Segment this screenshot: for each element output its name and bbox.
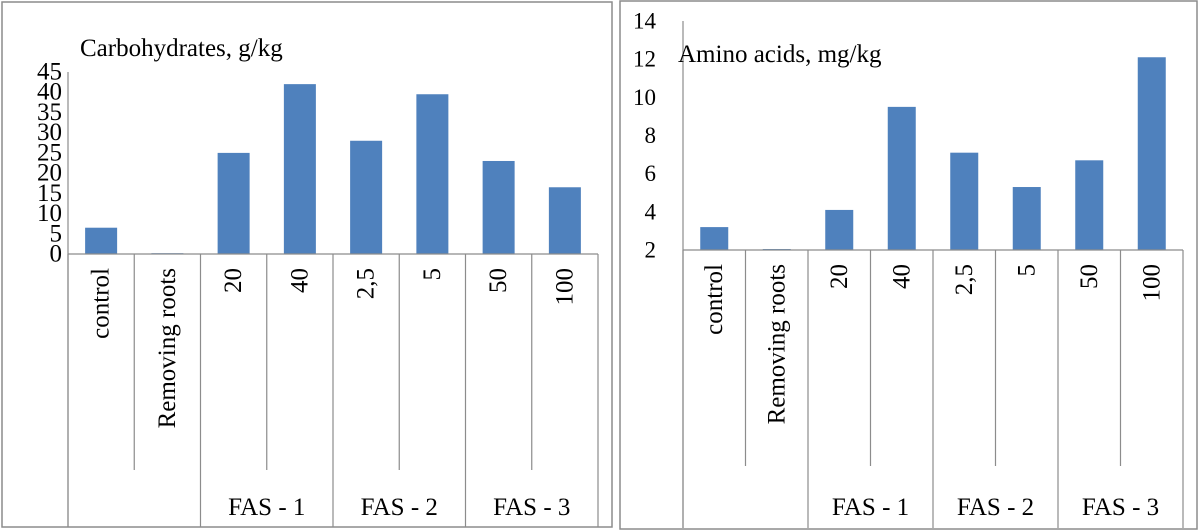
amino-y-tick-label: 10: [633, 85, 656, 110]
carb-bar: [482, 160, 515, 254]
carb-y-tick-label: 30: [37, 119, 62, 146]
amino-bar: [950, 152, 979, 250]
carb-category-label: 100: [551, 268, 578, 306]
carb-category-label: 50: [485, 268, 512, 293]
amino-bar: [887, 106, 916, 250]
amino-category-label: Removing roots: [763, 264, 790, 424]
amino-category-label: 5: [1013, 264, 1040, 277]
carb-chart-frame: [1, 1, 613, 528]
carb-category-label: 5: [419, 268, 446, 281]
amino-category-label: 20: [826, 264, 853, 289]
amino-bar: [1075, 160, 1104, 250]
carb-y-tick-label: 5: [50, 220, 63, 247]
carb-bar: [548, 187, 581, 254]
amino-category-label: control: [701, 264, 728, 335]
carb-group-label: FAS - 3: [493, 494, 570, 521]
amino-bar: [1012, 187, 1041, 250]
amino-y-tick-label: 4: [645, 199, 657, 224]
carb-bar: [85, 227, 118, 254]
carb-bar: [283, 84, 316, 254]
carb-y-tick-label: 25: [37, 139, 62, 166]
amino-acids-chart: 2 4 6 8 10 12 14 control Removing roots 20 40 2,5 5 5…: [619, 0, 1198, 530]
amino-category-label: 50: [1076, 264, 1103, 289]
amino-group-label: FAS - 1: [832, 494, 909, 521]
amino-bar: [700, 227, 729, 250]
carb-y-tick-label: 45: [37, 59, 62, 86]
amino-group-label: FAS - 2: [957, 494, 1034, 521]
amino-chart-title: Amino acids, mg/kg: [678, 41, 882, 68]
amino-y-tick-label: 14: [633, 9, 657, 34]
carb-bar: [416, 94, 449, 254]
carb-y-tick-label: 35: [37, 99, 62, 126]
amino-chart-frame: [619, 0, 1198, 530]
carb-category-label: control: [88, 268, 115, 339]
carb-bar: [217, 152, 250, 254]
amino-category-label: 2,5: [951, 264, 978, 295]
carb-y-tick-label: 10: [37, 200, 62, 227]
amino-group-label: FAS - 3: [1082, 494, 1159, 521]
amino-category-label: 100: [1138, 264, 1165, 302]
carb-y-tick-label: 20: [37, 160, 62, 187]
amino-y-tick-label: 6: [645, 161, 657, 186]
amino-y-tick-label: 12: [633, 47, 656, 72]
amino-bar: [1137, 57, 1166, 251]
carb-chart-title: Carbohydrates, g/kg: [80, 35, 283, 62]
carb-category-label: Removing roots: [154, 268, 181, 428]
carb-y-tick-label: 40: [37, 79, 62, 106]
carb-group-label: FAS - 1: [228, 494, 305, 521]
carb-y-tick-label: 15: [37, 180, 62, 207]
amino-y-tick-label: 2: [645, 238, 657, 263]
amino-category-label: 40: [888, 264, 915, 289]
carb-y-tick-label: 0: [50, 241, 63, 268]
carb-category-label: 2,5: [353, 268, 380, 299]
carb-category-label: 20: [220, 268, 247, 293]
amino-y-tick-label: 8: [645, 123, 657, 148]
carb-category-label: 40: [286, 268, 313, 293]
amino-bar: [825, 209, 854, 250]
carb-group-label: FAS - 2: [361, 494, 438, 521]
carb-bar: [350, 140, 383, 254]
